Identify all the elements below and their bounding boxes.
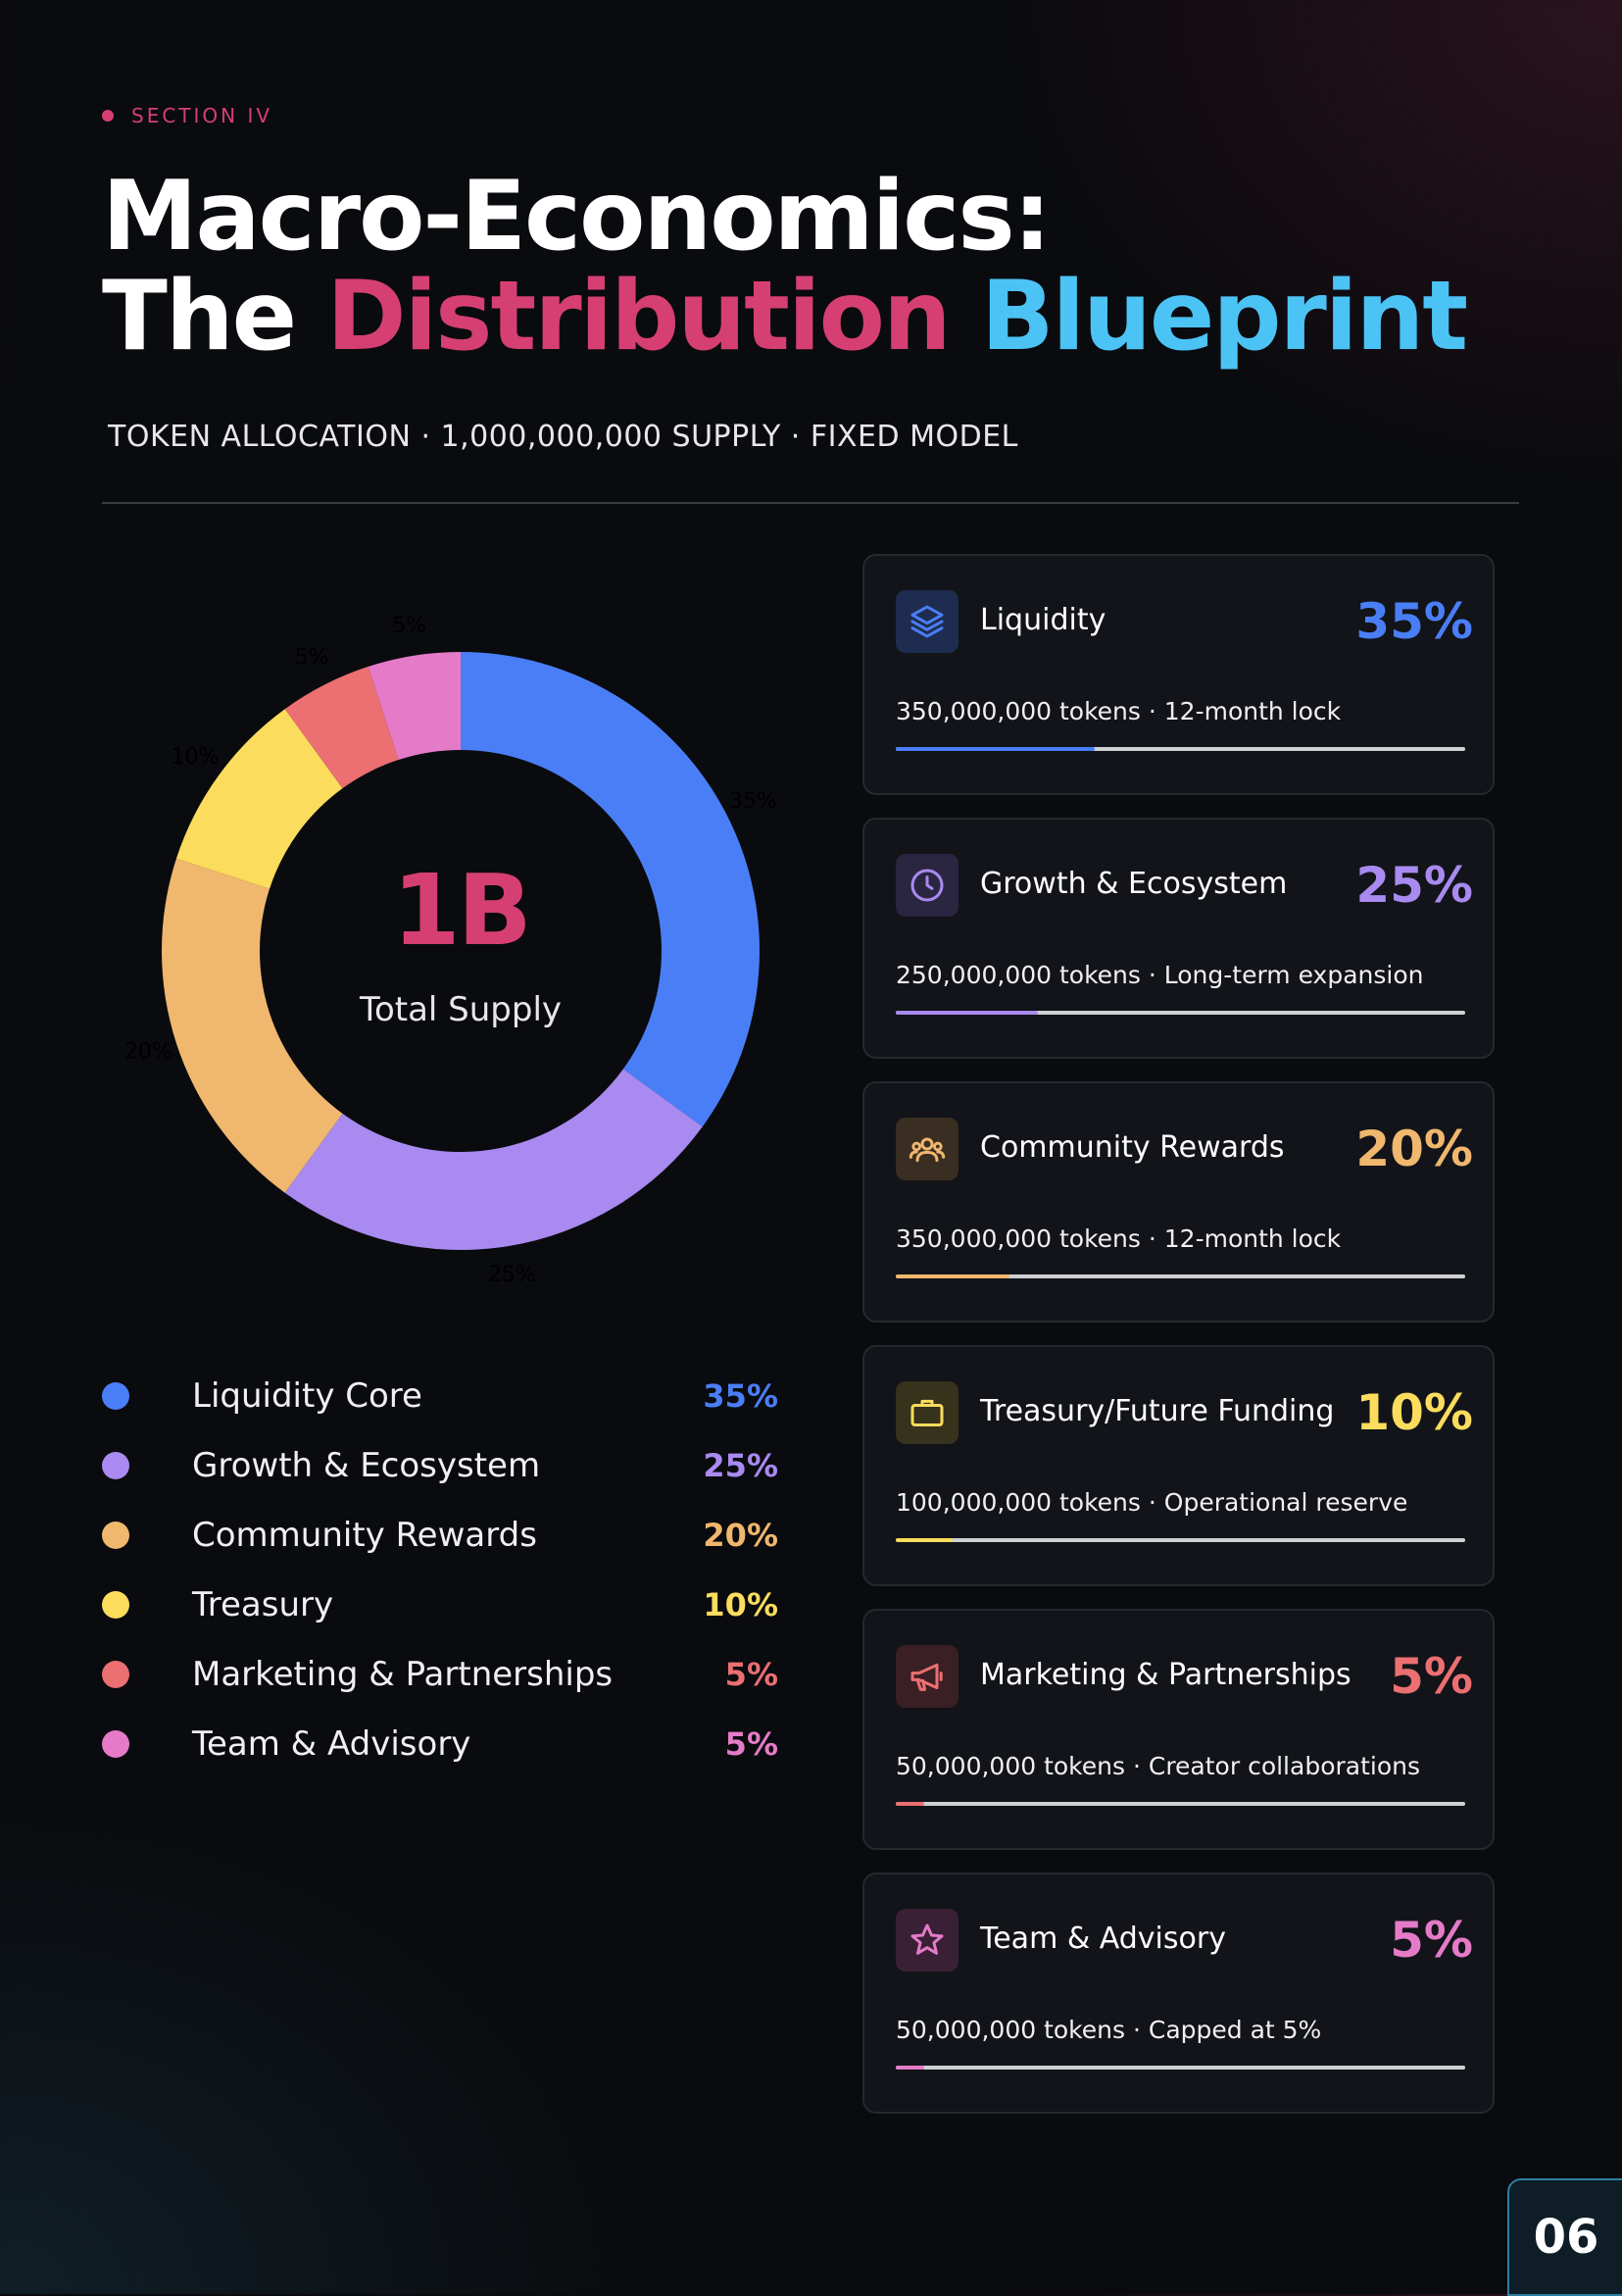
donut-slice-2 bbox=[284, 1069, 703, 1250]
donut-chart-svg: 35% 25% 20% 10% 5% 5% bbox=[124, 614, 777, 1287]
legend-value: 20% bbox=[703, 1516, 778, 1554]
allocation-bar-fill bbox=[896, 2066, 925, 2070]
allocation-bar-fill bbox=[896, 747, 1096, 751]
allocation-bar bbox=[896, 1274, 1465, 1278]
page-number: 06 bbox=[1507, 2178, 1622, 2296]
allocation-card-liquidity: Liquidity 35% 350,000,000 tokens · 12-mo… bbox=[862, 554, 1495, 795]
card-name: Team & Advisory bbox=[980, 1922, 1226, 1956]
donut-data-label: 5% bbox=[392, 614, 426, 638]
users-icon bbox=[896, 1118, 958, 1180]
allocation-bar bbox=[896, 1011, 1465, 1015]
allocation-card-community: Community Rewards 20% 350,000,000 tokens… bbox=[862, 1081, 1495, 1323]
card-description: 50,000,000 tokens · Capped at 5% bbox=[896, 2016, 1322, 2044]
legend-value: 5% bbox=[724, 1655, 778, 1693]
card-name: Treasury/Future Funding bbox=[980, 1394, 1335, 1428]
legend-swatch bbox=[102, 1590, 129, 1619]
section-tag: SECTION IV bbox=[102, 104, 272, 127]
card-name: Marketing & Partnerships bbox=[980, 1658, 1352, 1692]
section-dot bbox=[102, 110, 114, 122]
legend-swatch bbox=[102, 1660, 129, 1688]
legend-swatch bbox=[102, 1521, 129, 1549]
donut-data-label: 20% bbox=[124, 1040, 172, 1065]
title-line-2: The Distribution Blueprint bbox=[102, 267, 1468, 367]
donut-slice-4 bbox=[175, 709, 343, 889]
card-name: Community Rewards bbox=[980, 1130, 1285, 1165]
legend-label: Team & Advisory bbox=[192, 1723, 471, 1764]
card-percent: 5% bbox=[1390, 1912, 1473, 1969]
card-description: 250,000,000 tokens · Long-term expansion bbox=[896, 961, 1424, 989]
allocation-card-team: Team & Advisory 5% 50,000,000 tokens · C… bbox=[862, 1872, 1495, 2114]
card-name: Liquidity bbox=[980, 603, 1106, 637]
divider bbox=[102, 502, 1519, 504]
legend-item: Marketing & Partnerships 5% bbox=[102, 1639, 778, 1709]
title-prefix: The bbox=[102, 261, 297, 373]
card-percent: 5% bbox=[1390, 1648, 1473, 1705]
legend-label: Growth & Ecosystem bbox=[192, 1445, 541, 1485]
allocation-bar bbox=[896, 1538, 1465, 1542]
legend-swatch bbox=[102, 1451, 129, 1479]
layers-icon bbox=[896, 590, 958, 653]
donut-center-label: Total Supply bbox=[359, 990, 563, 1029]
card-percent: 20% bbox=[1355, 1121, 1473, 1177]
chart-legend: Liquidity Core 35% Growth & Ecosystem 25… bbox=[102, 1361, 778, 1778]
legend-item: Treasury 10% bbox=[102, 1570, 778, 1639]
donut-chart: 35% 25% 20% 10% 5% 5% 1B Total Supply bbox=[98, 588, 823, 1314]
allocation-bar bbox=[896, 1802, 1465, 1806]
title-highlight-blueprint: Blueprint bbox=[980, 261, 1468, 373]
card-description: 50,000,000 tokens · Creator collaboratio… bbox=[896, 1752, 1420, 1780]
legend-swatch bbox=[102, 1381, 129, 1410]
allocation-bar-fill bbox=[896, 1274, 1010, 1278]
allocation-bar bbox=[896, 747, 1465, 751]
legend-label: Liquidity Core bbox=[192, 1375, 422, 1416]
card-percent: 35% bbox=[1355, 593, 1473, 650]
megaphone-icon bbox=[896, 1645, 958, 1708]
allocation-card-growth: Growth & Ecosystem 25% 250,000,000 token… bbox=[862, 818, 1495, 1059]
donut-slice-3 bbox=[162, 858, 343, 1193]
title-highlight-distribution: Distribution bbox=[326, 261, 951, 373]
donut-center-value: 1B bbox=[392, 853, 532, 968]
briefcase-icon bbox=[896, 1381, 958, 1444]
donut-slice-6 bbox=[368, 652, 461, 761]
card-percent: 10% bbox=[1355, 1384, 1473, 1441]
donut-data-label: 5% bbox=[294, 646, 328, 671]
allocation-bar-fill bbox=[896, 1011, 1039, 1015]
allocation-bar bbox=[896, 2066, 1465, 2070]
card-percent: 25% bbox=[1355, 857, 1473, 914]
legend-value: 25% bbox=[703, 1446, 778, 1484]
subtitle: TOKEN ALLOCATION · 1,000,000,000 SUPPLY … bbox=[108, 420, 1018, 454]
allocation-cards: Liquidity 35% 350,000,000 tokens · 12-mo… bbox=[862, 554, 1495, 2136]
allocation-bar-fill bbox=[896, 1802, 925, 1806]
legend-item: Team & Advisory 5% bbox=[102, 1709, 778, 1778]
allocation-card-marketing: Marketing & Partnerships 5% 50,000,000 t… bbox=[862, 1609, 1495, 1850]
card-description: 100,000,000 tokens · Operational reserve bbox=[896, 1488, 1408, 1517]
legend-value: 10% bbox=[703, 1585, 778, 1623]
legend-item: Liquidity Core 35% bbox=[102, 1361, 778, 1430]
card-description: 350,000,000 tokens · 12-month lock bbox=[896, 1224, 1342, 1253]
legend-item: Growth & Ecosystem 25% bbox=[102, 1430, 778, 1500]
legend-item: Community Rewards 20% bbox=[102, 1500, 778, 1570]
donut-slice-5 bbox=[284, 666, 399, 789]
page-title: Macro-Economics: The Distribution Bluepr… bbox=[102, 161, 1468, 367]
legend-value: 5% bbox=[724, 1724, 778, 1763]
legend-label: Community Rewards bbox=[192, 1515, 537, 1555]
card-name: Growth & Ecosystem bbox=[980, 867, 1288, 901]
legend-label: Treasury bbox=[192, 1584, 334, 1624]
card-description: 350,000,000 tokens · 12-month lock bbox=[896, 697, 1342, 725]
section-label: SECTION IV bbox=[131, 104, 273, 127]
legend-swatch bbox=[102, 1729, 129, 1758]
legend-label: Marketing & Partnerships bbox=[192, 1654, 614, 1694]
star-icon bbox=[896, 1909, 958, 1972]
legend-value: 35% bbox=[703, 1376, 778, 1415]
donut-slice-1 bbox=[461, 652, 760, 1127]
donut-data-label: 25% bbox=[488, 1263, 536, 1287]
allocation-bar-fill bbox=[896, 1538, 954, 1542]
title-line-1: Macro-Economics: bbox=[102, 161, 1052, 273]
clock-icon bbox=[896, 854, 958, 917]
donut-data-label: 10% bbox=[172, 745, 220, 770]
allocation-card-treasury: Treasury/Future Funding 10% 100,000,000 … bbox=[862, 1345, 1495, 1586]
donut-data-label: 35% bbox=[729, 789, 777, 814]
